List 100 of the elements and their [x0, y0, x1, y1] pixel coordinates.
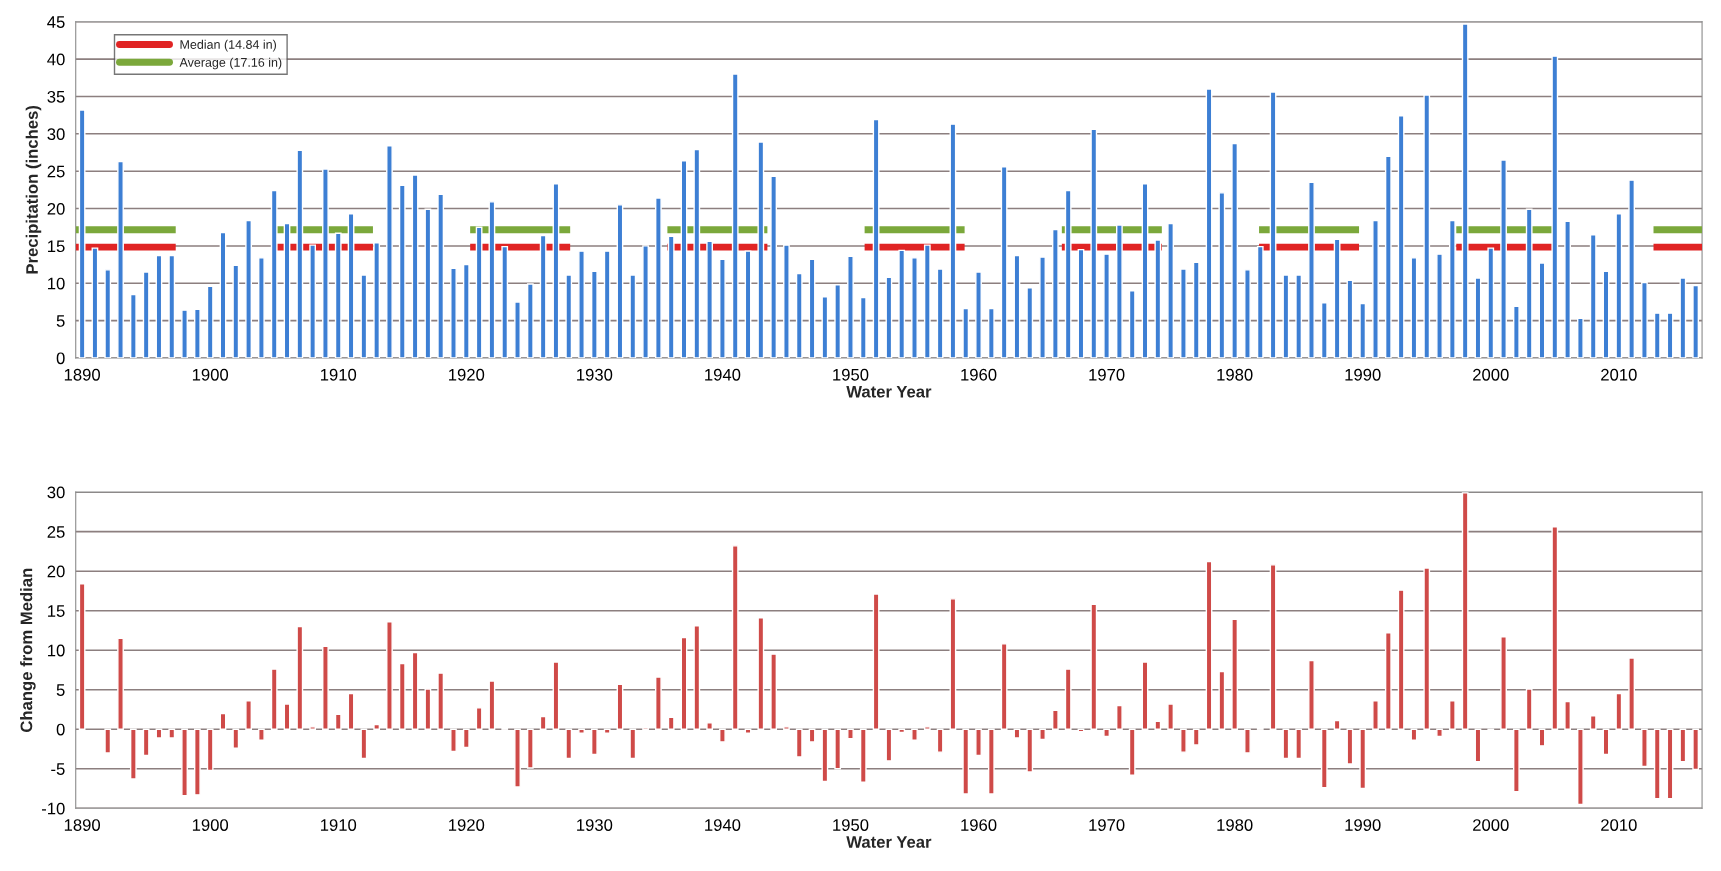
- x-tick-label: 1930: [577, 819, 613, 831]
- bar: [1308, 181, 1315, 358]
- bar: [667, 235, 675, 358]
- bar: [424, 688, 432, 730]
- bar: [181, 728, 188, 797]
- bar: [322, 645, 329, 730]
- bar: [1282, 274, 1290, 358]
- bar: [1231, 618, 1239, 730]
- bar: [1282, 728, 1290, 760]
- x-tick-label: 1920: [449, 819, 485, 831]
- bar: [1500, 636, 1507, 730]
- x-tick-label: 1890: [64, 819, 101, 831]
- bar: [1372, 219, 1379, 358]
- bar: [1692, 284, 1700, 358]
- bar: [104, 728, 112, 754]
- x-tick-label: 1920: [449, 368, 485, 381]
- bar: [1653, 728, 1661, 800]
- bar: [129, 293, 137, 358]
- y-tick-label: 10: [48, 277, 65, 290]
- bar: [1692, 728, 1700, 771]
- bar: [578, 250, 585, 358]
- bar: [834, 284, 842, 358]
- y-tick-label: -10: [41, 802, 65, 815]
- bar: [322, 168, 329, 358]
- bar: [193, 308, 201, 358]
- bar: [270, 668, 278, 730]
- bar: [142, 271, 150, 358]
- bar: [1641, 728, 1648, 768]
- bar: [1372, 700, 1379, 730]
- bar: [386, 145, 393, 358]
- x-tick-label: 1950: [833, 819, 869, 831]
- bar: [450, 728, 457, 753]
- bar: [795, 272, 803, 358]
- bar: [245, 700, 252, 730]
- bar: [783, 244, 790, 358]
- bar: [911, 728, 918, 742]
- bar: [834, 728, 842, 770]
- bar: [78, 109, 86, 358]
- bar: [1116, 224, 1123, 358]
- bar: [1154, 720, 1162, 730]
- bar: [1026, 728, 1034, 773]
- bar: [821, 296, 829, 358]
- bar: [1653, 312, 1661, 358]
- y-tick-label: 10: [48, 644, 65, 657]
- bar: [885, 728, 893, 762]
- bar: [78, 583, 86, 730]
- bar: [283, 703, 291, 730]
- bar: [168, 728, 176, 739]
- bar: [1423, 94, 1431, 358]
- x-tick-label: 1940: [705, 368, 741, 381]
- bar: [1116, 704, 1123, 730]
- bar: [590, 728, 598, 756]
- legend-label: Average (17.16 in): [179, 57, 282, 70]
- bar: [437, 672, 445, 730]
- bar: [719, 258, 726, 358]
- bar: [847, 255, 854, 358]
- bar: [1103, 728, 1110, 738]
- bar: [603, 728, 611, 734]
- bar: [757, 141, 765, 358]
- bar: [296, 149, 304, 358]
- bar: [1679, 277, 1687, 358]
- bar: [334, 713, 342, 730]
- bar: [398, 662, 406, 730]
- bar: [987, 728, 995, 795]
- y-tick-label: 0: [56, 723, 65, 736]
- bar: [1589, 234, 1597, 358]
- bar: [1436, 253, 1443, 358]
- bar: [232, 728, 240, 749]
- bar: [1167, 222, 1175, 358]
- bar: [181, 309, 188, 358]
- bar: [1103, 253, 1110, 358]
- bar: [719, 728, 726, 743]
- x-tick-label: 1960: [961, 819, 997, 831]
- y-tick-label: -5: [51, 763, 65, 775]
- bar: [1064, 189, 1072, 358]
- x-tick-label: 1970: [1089, 368, 1125, 381]
- bar: [1615, 213, 1623, 358]
- bar: [514, 728, 521, 788]
- bar: [731, 545, 739, 730]
- bar: [129, 728, 137, 780]
- bar: [104, 269, 112, 358]
- x-tick-label: 1940: [705, 819, 741, 831]
- bar: [859, 728, 867, 783]
- bar: [655, 676, 662, 730]
- bar: [526, 728, 534, 769]
- bar: [360, 274, 368, 358]
- bar: [539, 234, 547, 358]
- bar: [1577, 728, 1584, 806]
- bar: [565, 274, 573, 358]
- bar: [655, 197, 662, 358]
- bar: [706, 240, 713, 358]
- bar: [258, 728, 265, 742]
- bar: [1589, 715, 1597, 730]
- y-tick-label: 25: [47, 526, 65, 538]
- bar: [1167, 703, 1175, 730]
- y-tick-label: 30: [47, 486, 65, 499]
- bar: [1039, 256, 1046, 358]
- bar: [386, 621, 393, 730]
- bar: [795, 728, 803, 758]
- bar: [859, 296, 867, 358]
